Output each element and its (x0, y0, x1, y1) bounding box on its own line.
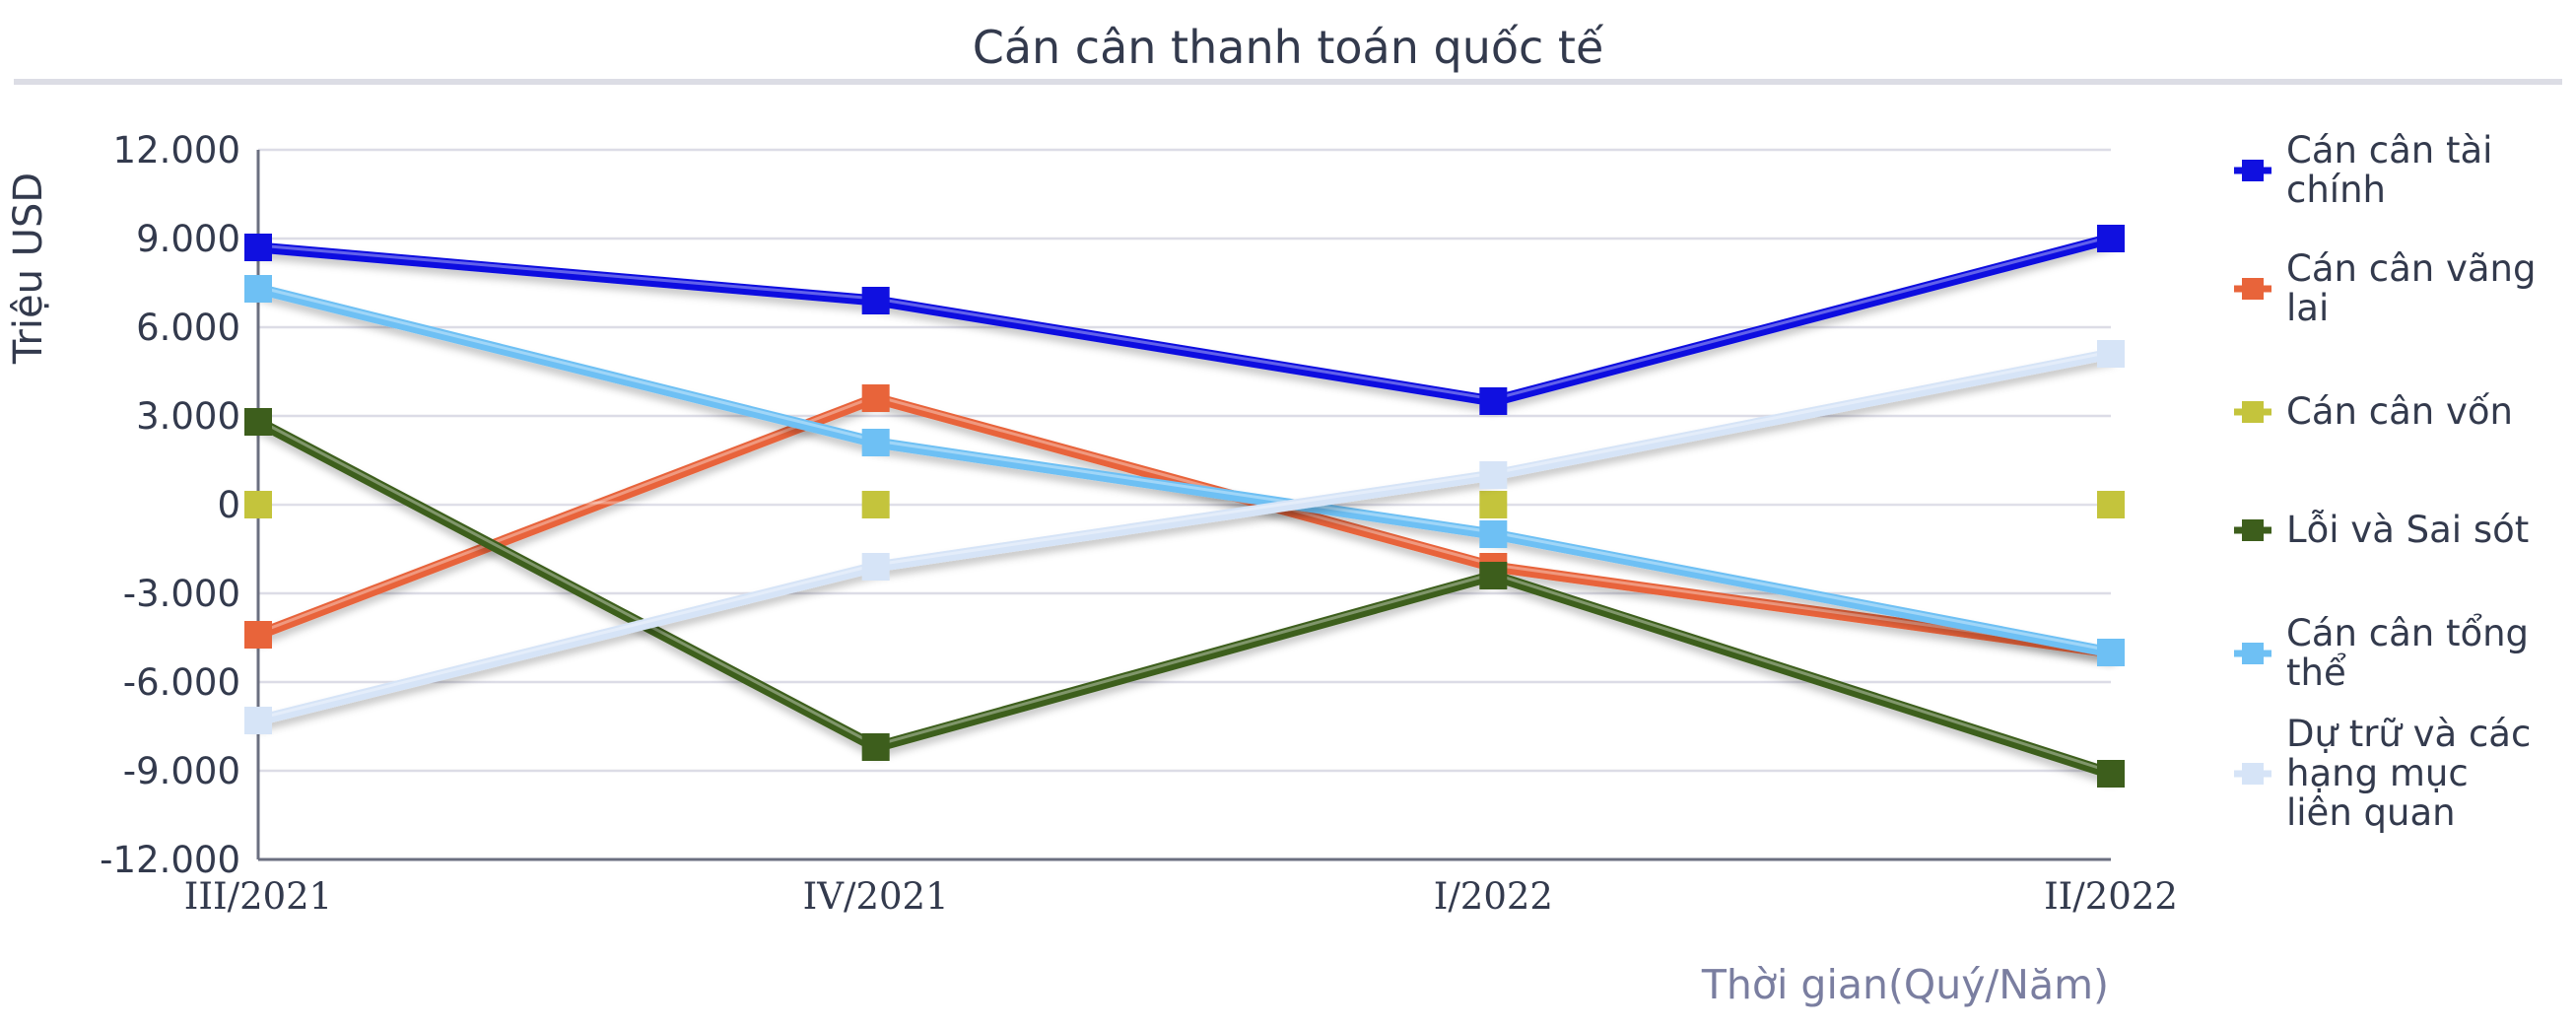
series-line-highlight (257, 350, 2112, 720)
x-tick-label: III/2021 (184, 875, 332, 918)
series-0 (244, 225, 2125, 415)
series-line (252, 392, 2117, 658)
data-point[interactable] (2097, 760, 2125, 788)
data-point[interactable] (1479, 461, 1508, 489)
y-axis-label: Triệu USD (6, 172, 51, 365)
data-point[interactable] (861, 429, 890, 456)
y-tick-label: 12.000 (113, 129, 240, 172)
series-3 (244, 408, 2125, 788)
x-tick-label: II/2022 (2044, 875, 2178, 918)
data-point[interactable] (2097, 225, 2125, 252)
data-point[interactable] (244, 275, 272, 303)
legend-marker (2242, 160, 2264, 181)
y-tick-label: 3.000 (136, 395, 240, 438)
series-line-highlight (257, 394, 2112, 652)
series-2 (244, 491, 2125, 518)
y-tick-label: -9.000 (123, 750, 240, 792)
data-point[interactable] (1479, 520, 1508, 548)
x-tick-label: IV/2021 (803, 875, 949, 918)
y-tick-label: -12.000 (100, 839, 240, 881)
data-point[interactable] (861, 733, 890, 761)
series-4 (244, 275, 2125, 666)
y-tick-label: 6.000 (136, 307, 240, 349)
series-5 (244, 340, 2125, 734)
x-axis-label: Thời gian(Quý/Năm) (1701, 961, 2109, 1008)
data-point[interactable] (244, 621, 272, 649)
legend-item[interactable]: Cán cân vốn (2234, 390, 2513, 433)
legend-item[interactable]: Cán cân tài chính (2234, 129, 2492, 211)
series-line (252, 283, 2117, 658)
series-line-highlight (257, 418, 2112, 774)
series-line (252, 416, 2117, 780)
data-point[interactable] (861, 491, 890, 518)
title-separator (14, 79, 2562, 85)
data-point[interactable] (2097, 491, 2125, 518)
legend-label: Cán cân tổng thể (2286, 612, 2529, 694)
legend-label: Dự trữ và các hạng mục liên quan (2286, 713, 2531, 834)
legend-item[interactable]: Cán cân vãng lai (2234, 247, 2536, 329)
legend-label: Lỗi và Sai sót (2286, 509, 2529, 551)
legend-item[interactable]: Dự trữ và các hạng mục liên quan (2234, 713, 2531, 834)
y-tick-label: 0 (217, 484, 240, 526)
chart-title: Cán cân thanh toán quốc tế (973, 21, 1604, 74)
series-line-highlight (257, 235, 2112, 401)
series-line-highlight (257, 285, 2112, 652)
series-line (252, 233, 2117, 407)
data-point[interactable] (861, 384, 890, 412)
data-point[interactable] (244, 707, 272, 734)
data-point[interactable] (1479, 387, 1508, 415)
legend-label: Cán cân tài chính (2286, 129, 2492, 211)
y-tick-label: -6.000 (123, 661, 240, 704)
y-tick-label: 9.000 (136, 218, 240, 260)
data-point[interactable] (1479, 491, 1508, 518)
legend-marker (2242, 278, 2264, 300)
series-line (252, 348, 2117, 726)
data-point[interactable] (861, 287, 890, 314)
legend-item[interactable]: Cán cân tổng thể (2234, 612, 2529, 694)
y-tick-label: -3.000 (123, 573, 240, 615)
data-point[interactable] (244, 491, 272, 518)
legend-label: Cán cân vốn (2286, 390, 2513, 433)
data-point[interactable] (2097, 340, 2125, 368)
legend-label: Cán cân vãng lai (2286, 247, 2536, 329)
data-point[interactable] (2097, 639, 2125, 666)
legend: Cán cân tài chính Cán cân vãng lai Cán cân v… (2234, 129, 2536, 834)
legend-marker (2242, 519, 2264, 541)
data-point[interactable] (244, 408, 272, 436)
axes: 12.000 9.000 6.000 3.000 0 -3.000 -6.000 -9.000… (100, 129, 2178, 918)
legend-item[interactable]: Lỗi và Sai sót (2234, 509, 2529, 551)
data-point[interactable] (861, 553, 890, 581)
data-point[interactable] (1479, 562, 1508, 589)
series-layer (244, 225, 2125, 788)
x-tick-label: I/2022 (1434, 875, 1553, 918)
legend-marker (2242, 763, 2264, 785)
legend-marker (2242, 401, 2264, 423)
data-point[interactable] (244, 234, 272, 261)
legend-marker (2242, 643, 2264, 664)
